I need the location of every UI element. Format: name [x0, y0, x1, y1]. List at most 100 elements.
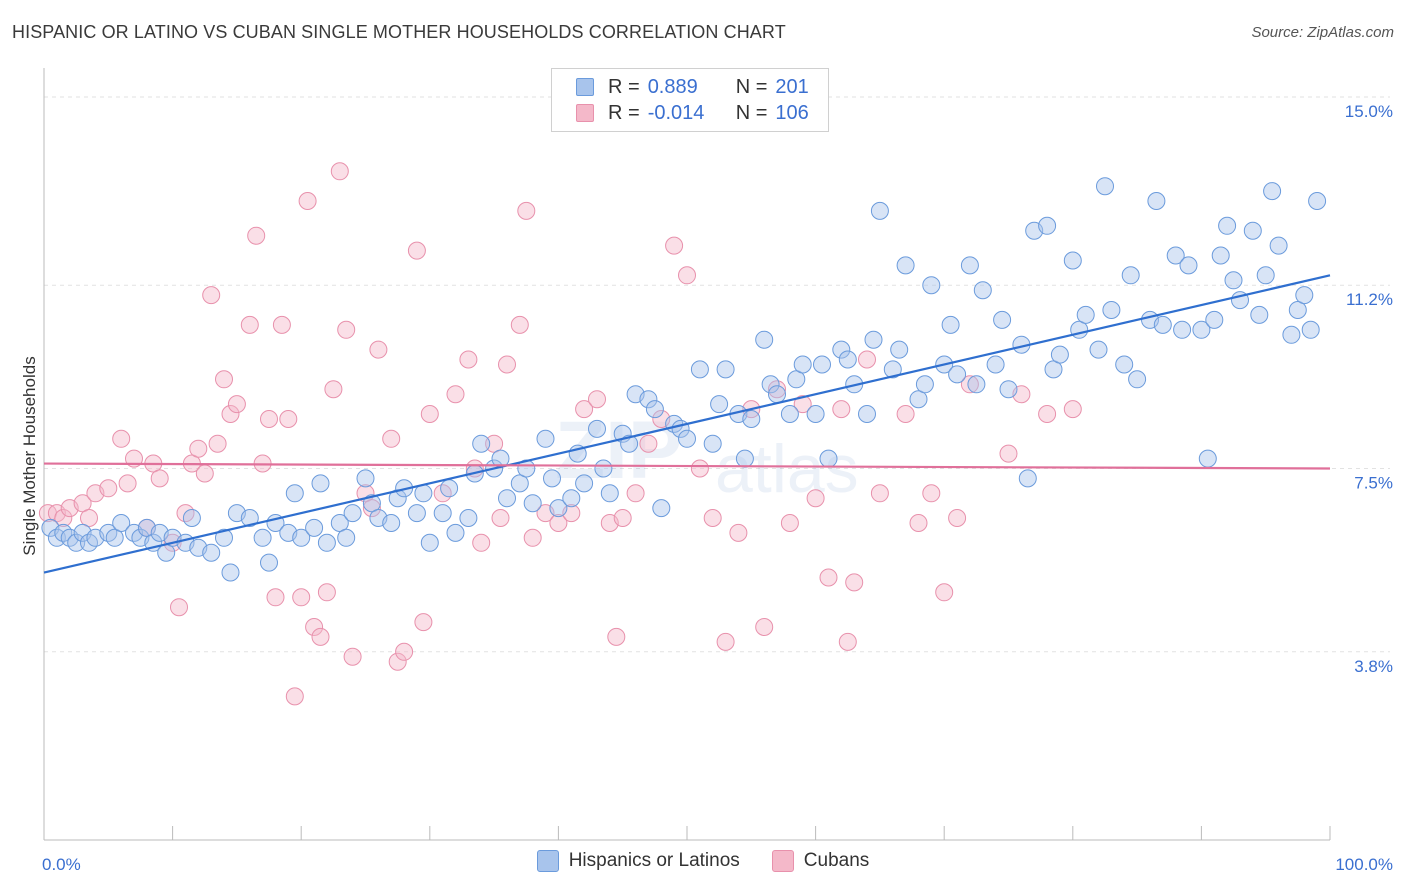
y-tick-label-3: 15.0%: [1345, 102, 1393, 121]
hispanics-point-55: [498, 489, 516, 508]
hispanics-point-9: [105, 528, 124, 547]
hispanics-point-80: [716, 360, 735, 379]
hispanics-point-92: [819, 449, 838, 468]
cubans-point-78: [729, 523, 748, 542]
cubans-point-46: [388, 652, 407, 671]
cubans-point-34: [298, 192, 317, 210]
hispanics-point-62: [562, 489, 581, 508]
hispanics-point-124: [1096, 177, 1114, 196]
hispanics-point-137: [1205, 310, 1224, 329]
legend-r-value-blue: 0.889: [647, 75, 698, 98]
hispanics-point-56: [510, 474, 529, 493]
hispanics-point-33: [311, 474, 330, 493]
legend-n-label: N =: [735, 75, 768, 98]
hispanics-point-120: [1063, 251, 1082, 270]
cubans-point-84: [806, 489, 825, 508]
hispanics-point-104: [922, 276, 941, 295]
cubans-point-59: [510, 315, 529, 334]
grid-lines: [44, 96, 1390, 653]
hispanics-point-94: [838, 350, 857, 369]
hispanics-point-90: [806, 405, 825, 423]
hispanics-point-139: [1218, 216, 1237, 235]
cubans-point-93: [922, 484, 941, 503]
cubans-point-44: [369, 340, 388, 359]
legend-row-cubans: R = -0.014 N = 106: [576, 100, 809, 126]
hispanics-point-85: [761, 375, 780, 394]
hispanics-point-131: [1153, 315, 1172, 334]
cubans-point-21: [208, 434, 227, 453]
chart-title: HISPANIC OR LATINO VS CUBAN SINGLE MOTHE…: [12, 22, 786, 42]
legend-r-label: R =: [608, 101, 640, 124]
cubans-point-76: [703, 509, 722, 527]
hispanics-point-142: [1243, 221, 1262, 240]
cubans-point-40: [337, 320, 356, 339]
hispanics-point-112: [993, 310, 1012, 329]
hispanics-point-110: [973, 281, 992, 300]
cubans-point-70: [626, 484, 645, 503]
y-tick-label-0: 3.8%: [1354, 657, 1393, 676]
cubans-point-73: [665, 236, 684, 255]
cubans-point-95: [948, 509, 967, 527]
cubans-point-86: [832, 400, 851, 419]
cubans-point-15: [170, 598, 188, 617]
hispanics-point-32: [305, 518, 324, 537]
cubans-point-43: [362, 499, 381, 518]
hispanics-point-143: [1250, 305, 1269, 324]
cubans-point-18: [189, 439, 208, 458]
cubans-point-45: [382, 429, 401, 448]
cubans-point-83: [793, 395, 812, 414]
hispanics-point-113: [999, 380, 1018, 399]
hispanics-point-109: [967, 375, 986, 394]
cubans-point-2: [54, 509, 73, 527]
chart-source: Source: ZipAtlas.com: [1251, 24, 1394, 41]
cubans-point-9: [118, 474, 137, 493]
cubans-point-47: [395, 642, 414, 661]
legend-swatch-pink: [576, 104, 594, 122]
cubans-point-69: [613, 509, 632, 527]
cubans-point-36: [311, 627, 330, 646]
hispanics-point-36: [337, 528, 356, 547]
hispanics-point-140: [1224, 271, 1243, 290]
legend-label-hispanics: Hispanics or Latinos: [568, 850, 740, 871]
hispanics-point-49: [446, 523, 465, 542]
cubans-point-92: [909, 514, 928, 532]
cubans-point-66: [588, 390, 606, 409]
axes: [43, 68, 1331, 841]
hispanics-points: [41, 177, 1327, 582]
cubans-point-60: [517, 201, 536, 220]
hispanics-point-26: [253, 528, 272, 547]
legend-swatch-blue: [576, 78, 594, 96]
hispanics-point-38: [356, 469, 375, 488]
hispanics-point-146: [1269, 236, 1288, 255]
watermark-atlas: atlas: [715, 431, 859, 507]
hispanics-point-69: [620, 434, 639, 453]
cubans-point-5: [80, 509, 98, 527]
hispanics-point-97: [864, 330, 883, 349]
hispanics-point-150: [1301, 320, 1320, 339]
hispanics-point-100: [890, 340, 909, 359]
legend-item-cubans[interactable]: Cubans: [771, 850, 869, 872]
tick-labels: 3.8% 7.5% 11.2% 15.0% 0.0% 100.0%: [42, 102, 1393, 874]
hispanics-point-125: [1102, 301, 1121, 319]
hispanics-point-30: [285, 484, 304, 503]
hispanics-point-44: [407, 504, 426, 523]
cubans-point-33: [292, 588, 311, 607]
hispanics-point-67: [600, 484, 619, 503]
cubans-point-97: [999, 444, 1018, 463]
hispanics-point-101: [896, 256, 915, 275]
hispanics-point-138: [1211, 246, 1230, 265]
hispanics-point-149: [1295, 286, 1314, 305]
hispanics-point-127: [1121, 266, 1140, 285]
y-tick-label-2: 11.2%: [1346, 290, 1393, 309]
hispanics-point-64: [575, 474, 594, 493]
legend-item-hispanics[interactable]: Hispanics or Latinos: [536, 850, 740, 872]
hispanics-point-19: [182, 509, 201, 527]
hispanics-point-147: [1282, 325, 1301, 344]
hispanics-point-83: [742, 410, 761, 428]
hispanics-point-103: [915, 375, 934, 394]
cubans-point-89: [858, 350, 876, 369]
hispanics-point-25: [240, 509, 259, 527]
cubans-point-75: [690, 459, 709, 478]
hispanics-point-96: [858, 405, 876, 423]
